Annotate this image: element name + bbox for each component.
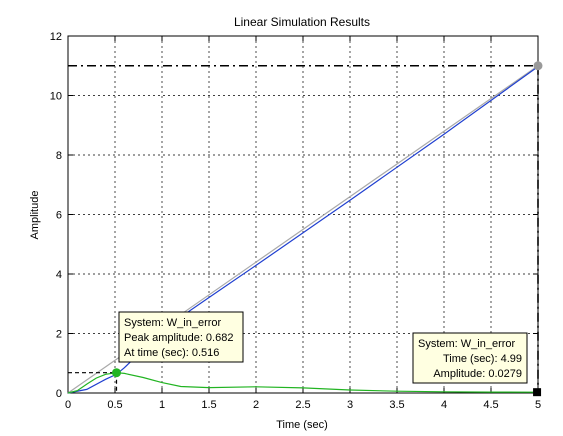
datatip-line: Amplitude: 0.0279 (433, 368, 522, 380)
x-tick-label: 2 (253, 399, 259, 411)
y-tick-label: 0 (56, 388, 62, 400)
y-tick-label: 12 (50, 31, 62, 43)
error-signal-line (67, 372, 538, 394)
peak-datatip: System: W_in_error Peak amplitude: 0.682 A… (118, 311, 244, 363)
datatip-line: Time (sec): 4.99 (443, 353, 522, 365)
y-axis-title: Amplitude (29, 191, 41, 240)
datatip-box (118, 311, 244, 363)
datatip-box (412, 332, 528, 384)
x-tick-label: 1 (159, 399, 165, 411)
final-value-datatip: System: W_in_error Time (sec): 4.99 Amplit… (412, 332, 528, 384)
x-tick-label: 4 (441, 399, 447, 411)
y-tick-label: 10 (50, 91, 62, 103)
x-tick-label: 4.5 (483, 399, 498, 411)
x-axis-title: Time (sec) (276, 419, 328, 431)
data-markers (68, 61, 543, 397)
y-tick-label: 2 (56, 329, 62, 341)
x-tick-label: 2.5 (295, 399, 310, 411)
datatip-line: System: W_in_error (124, 317, 222, 329)
axis-ticks: 0 0.5 1 1.5 2 2.5 3 3.5 4 4.5 5 0 2 4 6 8 10 12 (50, 31, 541, 411)
datatip-line: System: W_in_error (418, 338, 516, 350)
x-tick-label: 3.5 (389, 399, 404, 411)
y-tick-label: 4 (56, 269, 62, 281)
datatip-line: At time (sec): 0.516 (124, 347, 219, 359)
datatips: System: W_in_error Peak amplitude: 0.682 A… (118, 311, 528, 384)
peak-marker (112, 368, 122, 378)
final-value-marker (533, 388, 542, 397)
datatip-line: Peak amplitude: 0.682 (124, 332, 233, 344)
x-tick-label: 0 (65, 399, 71, 411)
steady-state-marker (533, 61, 543, 71)
x-tick-label: 5 (535, 399, 541, 411)
y-tick-label: 6 (56, 210, 62, 222)
x-tick-label: 1.5 (201, 399, 216, 411)
x-tick-label: 3 (347, 399, 353, 411)
y-tick-label: 8 (56, 150, 62, 162)
chart-title: Linear Simulation Results (234, 15, 370, 29)
x-tick-label: 0.5 (107, 399, 122, 411)
